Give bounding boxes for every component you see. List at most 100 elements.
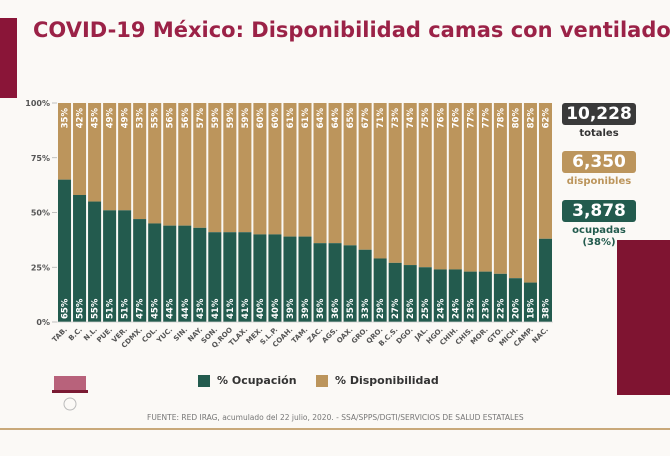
data-label-disponibilidad: 65% — [346, 108, 356, 129]
bar-ocupacion — [73, 194, 87, 322]
data-label-disponibilidad: 64% — [316, 108, 326, 129]
bar-ocupacion — [133, 219, 147, 322]
bar-disponibilidad — [478, 103, 492, 272]
bar-ocupacion — [433, 269, 447, 322]
data-label-disponibilidad: 61% — [301, 108, 311, 129]
bar-ocupacion — [343, 245, 357, 322]
data-label-disponibilidad: 55% — [151, 108, 161, 129]
data-label-disponibilidad: 67% — [361, 108, 371, 129]
bar-ocupacion — [403, 265, 417, 322]
bar-disponibilidad — [433, 103, 447, 270]
bar-disponibilidad — [388, 103, 402, 263]
data-label-ocupacion: 65% — [61, 298, 71, 319]
bar-ocupacion — [493, 273, 507, 322]
decorative-left-bar — [0, 18, 17, 98]
bar-ocupacion — [283, 236, 297, 322]
bar-disponibilidad — [88, 103, 102, 202]
y-tick-label: 25% — [31, 263, 50, 272]
x-category-label: SIN. — [172, 326, 189, 343]
y-tick-label: 0% — [36, 318, 50, 327]
stat-totales-value: 10,228 — [562, 103, 636, 125]
x-category-label: MOR. — [469, 326, 490, 347]
data-label-ocupacion: 24% — [451, 298, 461, 319]
bar-disponibilidad — [283, 103, 297, 237]
data-label-disponibilidad: 35% — [61, 108, 71, 129]
bar-ocupacion — [373, 258, 387, 322]
data-label-ocupacion: 41% — [211, 298, 221, 319]
bar-disponibilidad — [463, 103, 477, 272]
data-label-ocupacion: 51% — [121, 298, 131, 319]
stat-totales-label: totales — [579, 128, 619, 139]
stat-ocupadas-pct: (38%) — [582, 237, 616, 248]
stat-ocupadas-label: ocupadas — [572, 225, 626, 236]
bar-ocupacion — [253, 234, 267, 322]
bar-ocupacion — [538, 238, 552, 322]
page-title: COVID-19 México: Disponibilidad camas co… — [33, 18, 670, 42]
data-label-ocupacion: 27% — [391, 298, 401, 319]
data-label-ocupacion: 40% — [271, 298, 281, 319]
bar-ocupacion — [418, 267, 432, 322]
bar-disponibilidad — [538, 103, 552, 239]
data-label-disponibilidad: 42% — [76, 108, 86, 129]
bar-disponibilidad — [298, 103, 312, 237]
x-category-label: B.C. — [67, 326, 84, 343]
bar-disponibilidad — [313, 103, 327, 244]
bar-disponibilidad — [163, 103, 177, 226]
data-label-ocupacion: 33% — [361, 298, 371, 319]
bar-ocupacion — [148, 223, 162, 322]
data-label-ocupacion: 44% — [166, 298, 176, 319]
bar-disponibilidad — [328, 103, 342, 244]
x-category-label: COL. — [141, 326, 160, 345]
government-logo — [52, 376, 88, 411]
bar-disponibilidad — [58, 103, 72, 180]
x-category-label: PUE. — [95, 326, 114, 345]
bar-ocupacion — [463, 271, 477, 322]
bar-ocupacion — [178, 225, 192, 322]
bottom-divider — [0, 428, 670, 430]
bar-ocupacion — [268, 234, 282, 322]
bar-ocupacion — [238, 232, 252, 322]
data-label-disponibilidad: 56% — [166, 108, 176, 129]
data-label-ocupacion: 39% — [301, 298, 311, 319]
data-label-disponibilidad: 49% — [106, 108, 116, 129]
bar-ocupacion — [328, 243, 342, 322]
bar-ocupacion — [448, 269, 462, 322]
bar-disponibilidad — [493, 103, 507, 274]
y-tick-label: 50% — [31, 209, 50, 218]
bar-disponibilidad — [523, 103, 537, 283]
data-label-ocupacion: 22% — [496, 298, 506, 319]
data-label-disponibilidad: 45% — [91, 108, 101, 129]
legend-disponibilidad: % Disponibilidad — [316, 374, 439, 387]
bar-disponibilidad — [133, 103, 147, 220]
data-label-disponibilidad: 59% — [241, 108, 251, 129]
data-label-ocupacion: 44% — [181, 298, 191, 319]
data-label-disponibilidad: 73% — [391, 108, 401, 129]
bar-disponibilidad — [223, 103, 237, 233]
bar-ocupacion — [208, 232, 222, 322]
x-category-label: YUC. — [155, 326, 174, 345]
bar-ocupacion — [88, 201, 102, 322]
data-label-disponibilidad: 77% — [466, 108, 476, 129]
bar-disponibilidad — [148, 103, 162, 224]
stat-ocupadas-value: 3,878 — [562, 200, 636, 222]
legend-ocupacion: % Ocupación — [198, 374, 297, 387]
data-label-ocupacion: 25% — [421, 298, 431, 319]
data-label-disponibilidad: 60% — [271, 108, 281, 129]
bar-ocupacion — [388, 262, 402, 322]
data-label-ocupacion: 47% — [136, 298, 146, 319]
data-label-disponibilidad: 76% — [436, 108, 446, 129]
data-label-ocupacion: 39% — [286, 298, 296, 319]
bar-disponibilidad — [238, 103, 252, 233]
data-label-disponibilidad: 59% — [226, 108, 236, 129]
bar-disponibilidad — [448, 103, 462, 270]
stat-disponibles: 6,350 disponibles — [562, 151, 636, 188]
data-label-ocupacion: 26% — [406, 298, 416, 319]
data-label-disponibilidad: 74% — [406, 108, 416, 129]
legend-swatch-ocupacion — [198, 374, 210, 387]
data-label-ocupacion: 41% — [241, 298, 251, 319]
data-label-ocupacion: 18% — [526, 298, 536, 319]
bar-disponibilidad — [343, 103, 357, 246]
x-category-label: NAC. — [531, 326, 550, 345]
bar-ocupacion — [298, 236, 312, 322]
bar-disponibilidad — [193, 103, 207, 228]
